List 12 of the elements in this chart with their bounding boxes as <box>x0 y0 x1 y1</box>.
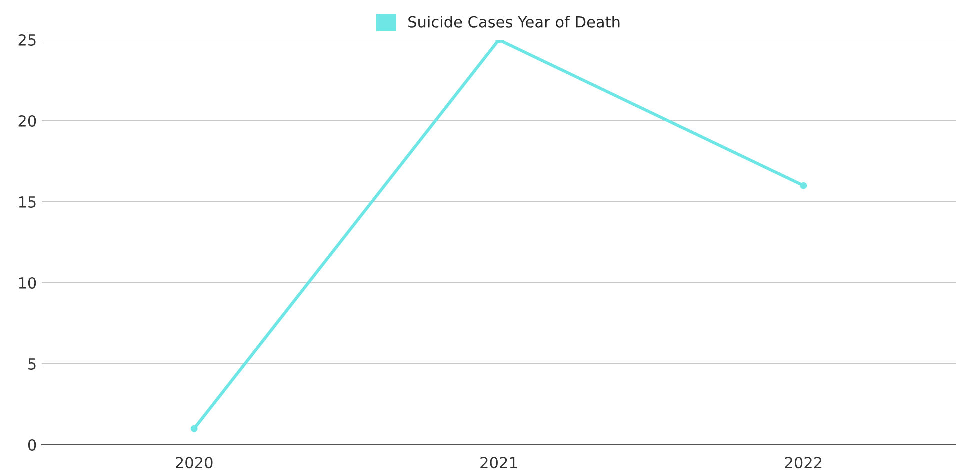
y-tick-label: 0 <box>28 439 36 452</box>
legend-label: Suicide Cases Year of Death <box>408 16 620 28</box>
y-tick-label: 15 <box>19 196 36 208</box>
y-tick-label: 10 <box>19 277 36 290</box>
x-tick-label: 2020 <box>176 457 213 469</box>
x-tick-label: 2022 <box>785 457 822 469</box>
point <box>190 425 198 432</box>
x-tick-label: 2021 <box>480 457 518 469</box>
y-tick-label: 25 <box>18 34 36 46</box>
y-tick-label: 5 <box>28 358 36 370</box>
point <box>800 182 808 190</box>
y-tick-label: 20 <box>18 115 36 128</box>
